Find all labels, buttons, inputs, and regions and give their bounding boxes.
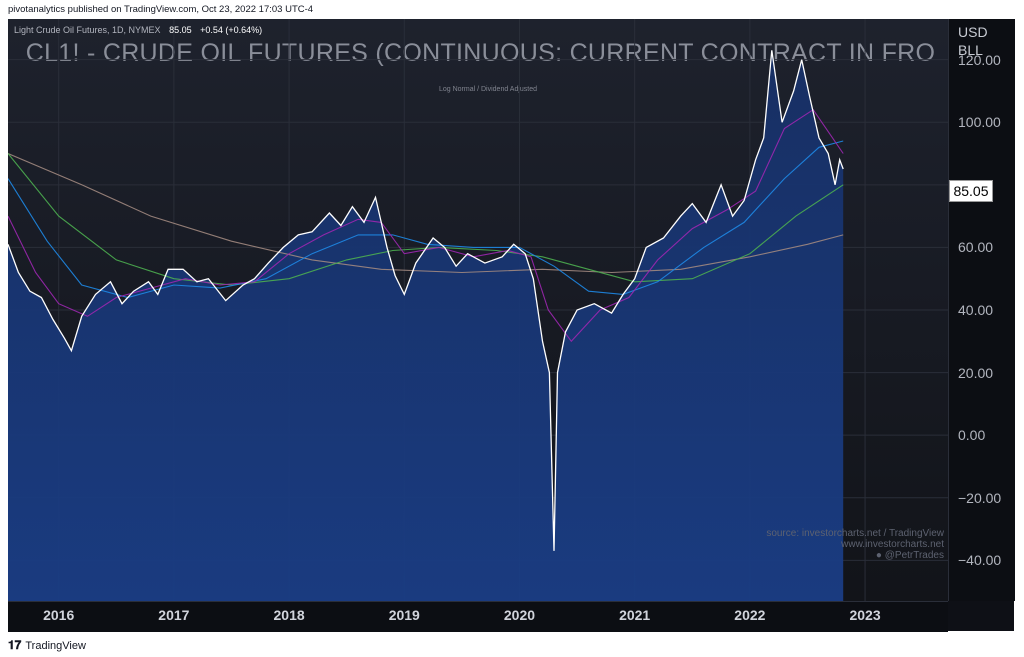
legend-symbol: Light Crude Oil Futures, 1D, NYMEX — [14, 25, 161, 35]
legend-price: 85.05 — [169, 25, 192, 35]
tradingview-logo-text: TradingView — [25, 639, 86, 652]
ma-fast-line — [8, 108, 844, 343]
author-icon: ● — [875, 550, 882, 561]
x-tick-label: 2020 — [503, 607, 536, 623]
chart-watermark-title: CL1! - CRUDE OIL FUTURES (CONTINUOUS: CU… — [25, 39, 936, 67]
x-tick-label: 2017 — [158, 607, 190, 623]
tradingview-footer[interactable]: 𝟏𝟕 TradingView — [8, 638, 86, 653]
source-line-1: source: investorcharts.net / TradingView — [766, 528, 944, 539]
price-area-fill — [8, 50, 844, 601]
y-tick-label: 40.00 — [958, 302, 994, 318]
x-tick-label: 2023 — [849, 607, 881, 623]
price-axis[interactable] — [948, 19, 1015, 601]
time-axis[interactable] — [8, 601, 948, 632]
x-tick-label: 2018 — [273, 607, 305, 623]
source-line-2: www.investorcharts.net — [841, 539, 944, 550]
symbol-legend[interactable]: Light Crude Oil Futures, 1D, NYMEX 85.05… — [14, 25, 262, 35]
last-price-tag: 85.05 — [949, 180, 993, 202]
chart-watermark-subtitle: Log Normal / Dividend Adjusted — [438, 86, 538, 93]
source-attribution: source: investorcharts.net / TradingView… — [766, 528, 944, 561]
ma-long-line — [8, 152, 844, 274]
chart-container[interactable]: CL1! - CRUDE OIL FUTURES (CONTINUOUS: CU… — [8, 19, 1015, 632]
x-tick-label: 2019 — [388, 607, 420, 623]
unit-label-bll: BLL — [958, 42, 983, 58]
publisher-line: pivotanalytics published on TradingView.… — [8, 4, 314, 15]
tradingview-logo-icon: 𝟏𝟕 — [8, 638, 22, 652]
y-tick-label: 20.00 — [958, 364, 994, 381]
y-tick-label: 120.00 — [958, 51, 1001, 68]
ma-mid-line — [8, 140, 844, 299]
price-plot — [8, 19, 948, 601]
price-line — [8, 50, 844, 551]
y-tick-label: 0.00 — [958, 427, 986, 444]
source-line-3: ● @PetrTrades — [766, 550, 944, 561]
y-tick-label: −20.00 — [958, 489, 1002, 506]
y-tick-label: 60.00 — [958, 239, 994, 256]
x-tick-label: 2022 — [734, 607, 766, 623]
x-tick-label: 2016 — [43, 607, 75, 623]
unit-label-usd: USD — [958, 24, 988, 40]
legend-change: +0.54 (+0.64%) — [200, 25, 263, 35]
y-tick-label: −40.00 — [958, 552, 1002, 569]
source-author: @PetrTrades — [884, 550, 944, 561]
x-tick-label: 2021 — [619, 607, 651, 623]
y-tick-label: 100.00 — [958, 114, 1001, 131]
